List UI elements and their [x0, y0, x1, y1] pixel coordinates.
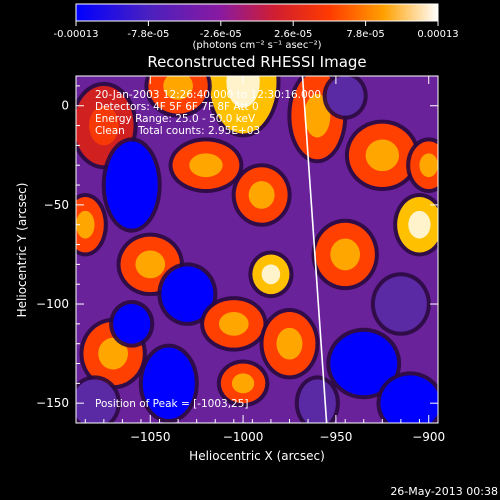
- heat-blob: [142, 347, 195, 420]
- y-axis: 0 −50 −100 −150: [36, 85, 438, 410]
- x-tick-label: −950: [319, 430, 352, 444]
- y-tick-label: 0: [61, 99, 69, 113]
- y-axis-label: Heliocentric Y (arcsec): [15, 183, 29, 318]
- solar-limb-line: [301, 76, 328, 423]
- annotation-clean: Clean Total counts: 2.95E+03: [95, 125, 260, 137]
- heat-blob: [161, 266, 214, 322]
- colorbar-tick-label: 2.6e-05: [274, 29, 312, 40]
- heat-blob-core: [76, 210, 95, 239]
- heat-blob-core: [365, 139, 400, 172]
- annotation-block: 20-Jan-2003 12:26:40.000 to 12:30:16.000…: [95, 89, 321, 410]
- heat-blob-core: [304, 93, 331, 138]
- heat-blob-core: [276, 327, 303, 360]
- plot-frame: [75, 75, 439, 424]
- colorbar-tick-label: -0.00013: [54, 29, 99, 40]
- colorbar-ticks: -0.00013 -7.8e-05 -2.6e-05 2.6e-05 7.8e-05 0.…: [54, 21, 459, 40]
- heat-blob-core: [248, 181, 275, 209]
- x-axis: −1050 −1000 −950 −900: [84, 76, 445, 444]
- heat-blob: [113, 304, 151, 344]
- heat-blob-core: [261, 264, 281, 285]
- heat-blob-core: [163, 76, 193, 100]
- heat-blob: [326, 76, 364, 116]
- x-tick-label: −1000: [223, 430, 264, 444]
- heat-blob: [298, 379, 336, 423]
- heat-blob: [374, 276, 427, 332]
- heat-blob-core: [226, 76, 260, 108]
- heatmap-blobs: [76, 76, 438, 423]
- annotation-detectors: Detectors: 4F 5F 6F 7F 8F Att 0: [95, 101, 259, 113]
- colorbar-tick-label: 7.8e-05: [346, 29, 384, 40]
- heatmap-area: [76, 76, 438, 423]
- generation-date: 26-May-2013 00:38: [390, 485, 498, 498]
- colorbar-tick-label: -7.8e-05: [127, 29, 169, 40]
- annotation-energy: Energy Range: 25.0 - 50.0 keV: [95, 113, 256, 125]
- y-tick-label: −150: [36, 396, 69, 410]
- heat-blob: [76, 379, 117, 423]
- heat-blob-core: [231, 373, 255, 394]
- y-tick-label: −100: [36, 297, 69, 311]
- x-axis-label: Heliocentric X (arcsec): [189, 449, 325, 463]
- heat-blob-core: [135, 250, 166, 279]
- heat-blob-core: [189, 153, 223, 178]
- peak-position-label: Position of Peak = [-1003,25]: [95, 398, 249, 410]
- heat-blob: [380, 375, 438, 423]
- x-tick-label: −900: [412, 430, 445, 444]
- colorbar-units: (photons cm⁻² s⁻¹ asec⁻²): [192, 40, 321, 51]
- heat-blob: [330, 331, 398, 396]
- heat-blob-core: [408, 210, 431, 239]
- heat-blob-core: [419, 153, 438, 178]
- heat-blob-core: [98, 337, 128, 370]
- chart-title: Reconstructed RHESSI Image: [147, 53, 366, 71]
- heat-blob-core: [330, 238, 361, 271]
- annotation-time: 20-Jan-2003 12:26:40.000 to 12:30:16.000: [95, 89, 321, 101]
- colorbar-tick-label: 0.00013: [417, 29, 458, 40]
- heat-blob-core: [218, 311, 249, 336]
- x-tick-label: −1050: [130, 430, 171, 444]
- heat-blob: [105, 141, 158, 229]
- colorbar-gradient: [75, 3, 439, 22]
- colorbar: -0.00013 -7.8e-05 -2.6e-05 2.6e-05 7.8e-05 0.…: [54, 3, 459, 51]
- heat-blob-core: [88, 105, 119, 146]
- y-tick-label: −50: [44, 198, 69, 212]
- colorbar-tick-label: -2.6e-05: [200, 29, 242, 40]
